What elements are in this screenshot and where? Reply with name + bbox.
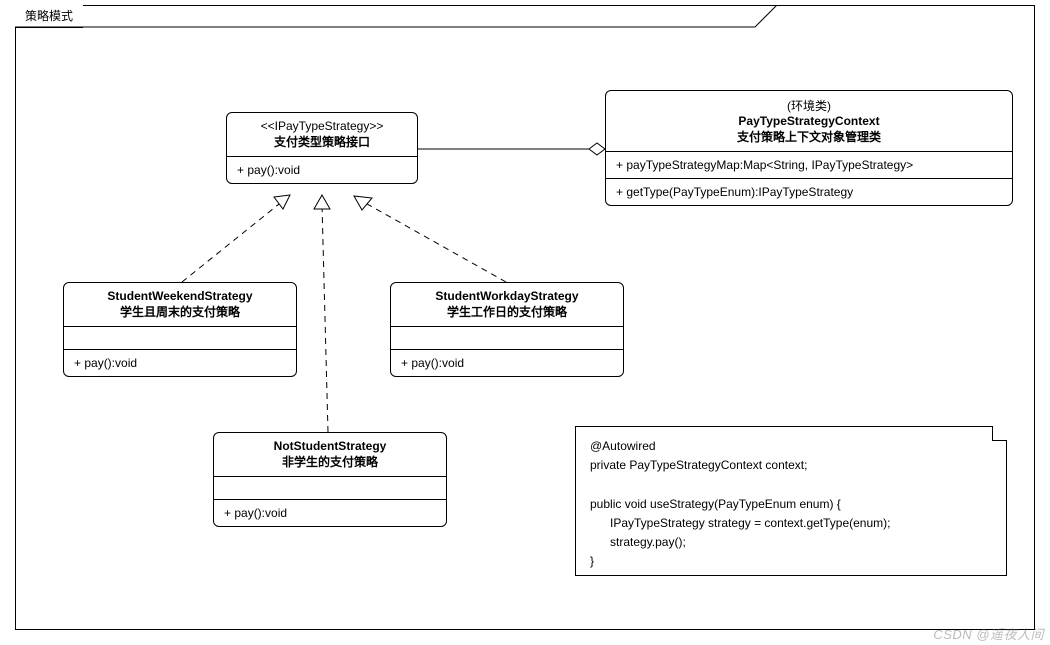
code-note: @Autowired private PayTypeStrategyContex… <box>575 426 1007 576</box>
code-note-body: @Autowired private PayTypeStrategyContex… <box>590 437 992 571</box>
class-workday: StudentWorkdayStrategy 学生工作日的支付策略 + pay(… <box>390 282 624 377</box>
notstudent-title: NotStudentStrategy 非学生的支付策略 <box>214 433 446 477</box>
note-fold-icon <box>992 426 1007 441</box>
workday-methods: + pay():void <box>391 350 623 376</box>
workday-classname: StudentWorkdayStrategy <box>399 289 615 303</box>
workday-method: + pay():void <box>401 356 464 370</box>
class-context-title: (环境类) PayTypeStrategyContext 支付策略上下文对象管理… <box>606 91 1012 152</box>
context-annotation: (环境类) <box>614 97 1004 114</box>
interface-method: + pay():void <box>237 163 300 177</box>
weekend-method: + pay():void <box>74 356 137 370</box>
note-l5: IPayTypeStrategy strategy = context.getT… <box>590 516 890 530</box>
workday-title: StudentWorkdayStrategy 学生工作日的支付策略 <box>391 283 623 327</box>
weekend-classname: StudentWeekendStrategy <box>72 289 288 303</box>
interface-methods: + pay():void <box>227 157 417 183</box>
note-l6: strategy.pay(); <box>590 535 686 549</box>
notstudent-subtitle: 非学生的支付策略 <box>222 453 438 470</box>
context-method: + getType(PayTypeEnum):IPayTypeStrategy <box>616 185 853 199</box>
notstudent-classname: NotStudentStrategy <box>222 439 438 453</box>
weekend-title: StudentWeekendStrategy 学生且周末的支付策略 <box>64 283 296 327</box>
context-attr: + payTypeStrategyMap:Map<String, IPayTyp… <box>616 158 913 172</box>
context-attrs: + payTypeStrategyMap:Map<String, IPayTyp… <box>606 152 1012 179</box>
class-interface: <<IPayTypeStrategy>> 支付类型策略接口 + pay():vo… <box>226 112 418 184</box>
interface-subtitle: 支付类型策略接口 <box>235 133 409 150</box>
frame-title: 策略模式 <box>15 5 83 28</box>
workday-subtitle: 学生工作日的支付策略 <box>399 303 615 320</box>
class-context: (环境类) PayTypeStrategyContext 支付策略上下文对象管理… <box>605 90 1013 206</box>
interface-stereotype: <<IPayTypeStrategy>> <box>235 119 409 133</box>
context-methods: + getType(PayTypeEnum):IPayTypeStrategy <box>606 179 1012 205</box>
note-l1: @Autowired <box>590 439 656 453</box>
notstudent-method: + pay():void <box>224 506 287 520</box>
weekend-attrs-empty <box>64 327 296 350</box>
context-subtitle: 支付策略上下文对象管理类 <box>614 128 1004 145</box>
class-weekend: StudentWeekendStrategy 学生且周末的支付策略 + pay(… <box>63 282 297 377</box>
note-l2: private PayTypeStrategyContext context; <box>590 458 807 472</box>
diagram-canvas: 策略模式 <<IPayTypeStrategy>> 支付类型策略接口 + pay… <box>0 0 1050 645</box>
weekend-subtitle: 学生且周末的支付策略 <box>72 303 288 320</box>
class-interface-title: <<IPayTypeStrategy>> 支付类型策略接口 <box>227 113 417 157</box>
watermark-text: CSDN @遥夜人间 <box>933 624 1044 643</box>
class-notstudent: NotStudentStrategy 非学生的支付策略 + pay():void <box>213 432 447 527</box>
weekend-methods: + pay():void <box>64 350 296 376</box>
note-l7: } <box>590 554 594 568</box>
frame-title-text: 策略模式 <box>25 9 73 23</box>
context-classname: PayTypeStrategyContext <box>614 114 1004 128</box>
workday-attrs-empty <box>391 327 623 350</box>
notstudent-methods: + pay():void <box>214 500 446 526</box>
note-l4: public void useStrategy(PayTypeEnum enum… <box>590 497 841 511</box>
notstudent-attrs-empty <box>214 477 446 500</box>
